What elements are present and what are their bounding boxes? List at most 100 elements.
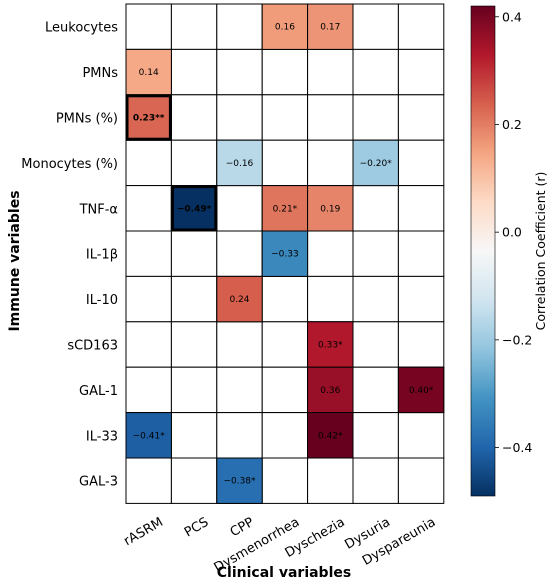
heatmap-cell: [170, 139, 218, 187]
heatmap-value-cell: [125, 412, 172, 459]
heatmap-cell: [397, 139, 445, 187]
heatmap-cell: [261, 94, 309, 141]
heatmap-cell: [352, 48, 399, 96]
heatmap-cell: [216, 321, 263, 368]
heatmap-cell: [170, 275, 218, 323]
heatmap-value-cell: [261, 3, 309, 50]
heatmap-cell: [352, 185, 399, 232]
row-label: sCD163: [67, 339, 118, 354]
colorbar-tick-label: 0.4: [502, 9, 522, 24]
row-label: GAL-1: [79, 384, 118, 399]
cell-value-label: 0.24: [229, 295, 249, 305]
heatmap-value-cell: [261, 230, 309, 277]
heatmap-value-cell: [397, 366, 445, 414]
heatmap-cell: [216, 412, 263, 459]
heatmap-cell: [352, 275, 399, 323]
heatmap-cell: [307, 139, 354, 187]
heatmap-cell: [307, 48, 354, 96]
heatmap-cell: [170, 321, 218, 368]
heatmap-cell: [125, 366, 172, 414]
heatmap-cell: [261, 275, 309, 323]
column-label: rASRM: [121, 515, 166, 549]
heatmap-cell: [352, 94, 399, 141]
y-axis-title: Immune variables: [7, 190, 23, 331]
significance-highlight-border: [170, 185, 218, 232]
colorbar-tick-label: −0.2: [502, 332, 532, 347]
heatmap-cell: [397, 48, 445, 96]
heatmap-cell: [261, 457, 309, 504]
heatmap-value-cell: [216, 139, 263, 187]
heatmap-cell: [352, 412, 399, 459]
heatmap-cell: [216, 3, 263, 50]
heatmap-cell: [352, 230, 399, 277]
heatmap-cell: [170, 48, 218, 96]
row-label: IL-33: [86, 429, 118, 444]
heatmap-cell: [397, 94, 445, 141]
cell-value-label: −0.49*: [177, 204, 212, 214]
heatmap-cell: [307, 94, 354, 141]
cell-value-label: 0.19: [320, 204, 340, 214]
cell-value-label: 0.33*: [318, 341, 343, 351]
heatmap-value-cell: [307, 321, 354, 368]
heatmap-cell: [352, 366, 399, 414]
heatmap-cell: [125, 230, 172, 277]
cell-value-label: 0.21*: [273, 204, 298, 214]
heatmap-cell: [261, 139, 309, 187]
row-label: GAL-3: [79, 475, 118, 490]
heatmap-grid: 0.16 0.17 0.14 0.23** −0.16 −0.20* −0.49* 0.21*…: [125, 3, 445, 504]
heatmap-cell: [261, 321, 309, 368]
cell-value-label: 0.14: [139, 68, 159, 78]
heatmap-cell: [170, 3, 218, 50]
column-label: PCS: [182, 515, 211, 541]
heatmap-cell: [261, 48, 309, 96]
heatmap-cell: [170, 412, 218, 459]
cell-value-label: −0.33: [271, 250, 299, 260]
heatmap-cell: [352, 3, 399, 50]
heatmap-cell: [125, 321, 172, 368]
heatmap-cell: [216, 48, 263, 96]
heatmap-cell: [170, 94, 218, 141]
cell-value-label: 0.42*: [318, 431, 343, 441]
heatmap-cell: [216, 366, 263, 414]
heatmap-value-cell: [125, 94, 172, 141]
colorbar: [470, 5, 496, 497]
heatmap-cell: [397, 321, 445, 368]
cell-value-label: −0.41*: [133, 431, 166, 441]
heatmap-cell: [170, 366, 218, 414]
heatmap-cell: [397, 275, 445, 323]
heatmap-cell: [125, 3, 172, 50]
heatmap-cell: [216, 94, 263, 141]
heatmap-cell: [397, 457, 445, 504]
heatmap-cell: [125, 275, 172, 323]
heatmap-cell: [170, 230, 218, 277]
row-label: PMNs (%): [56, 112, 118, 127]
colorbar-tick-label: −0.4: [502, 440, 532, 455]
row-label: TNF-α: [79, 202, 118, 217]
x-axis-title: Clinical variables: [217, 565, 351, 581]
row-labels: Leukocytes PMNs PMNs (%) Monocytes (%) TNF-α…: [21, 21, 118, 490]
cell-value-label: 0.36: [320, 386, 340, 396]
heatmap-cell: [397, 185, 445, 232]
row-label: Monocytes (%): [21, 157, 118, 172]
heatmap-cell: [307, 230, 354, 277]
row-label: Leukocytes: [45, 21, 118, 36]
heatmap-value-cell: [352, 139, 399, 187]
heatmap-cell: [261, 412, 309, 459]
heatmap-cell: [397, 3, 445, 50]
cell-value-label: 0.17: [320, 23, 340, 33]
heatmap-value-cell: [307, 3, 354, 50]
heatmap-cell: [307, 457, 354, 504]
heatmap-cell: [261, 366, 309, 414]
cell-value-label: 0.40*: [409, 386, 434, 396]
heatmap-value-cell: [216, 275, 263, 323]
heatmap-cell: [125, 139, 172, 187]
heatmap-cell: [216, 230, 263, 277]
cell-value-label: −0.20*: [360, 159, 393, 169]
heatmap-cell: [397, 230, 445, 277]
heatmap-value-cell: [216, 457, 263, 504]
heatmap-cell: [352, 321, 399, 368]
heatmap-cell: [125, 457, 172, 504]
heatmap-cell: [125, 185, 172, 232]
heatmap-cell: [216, 185, 263, 232]
